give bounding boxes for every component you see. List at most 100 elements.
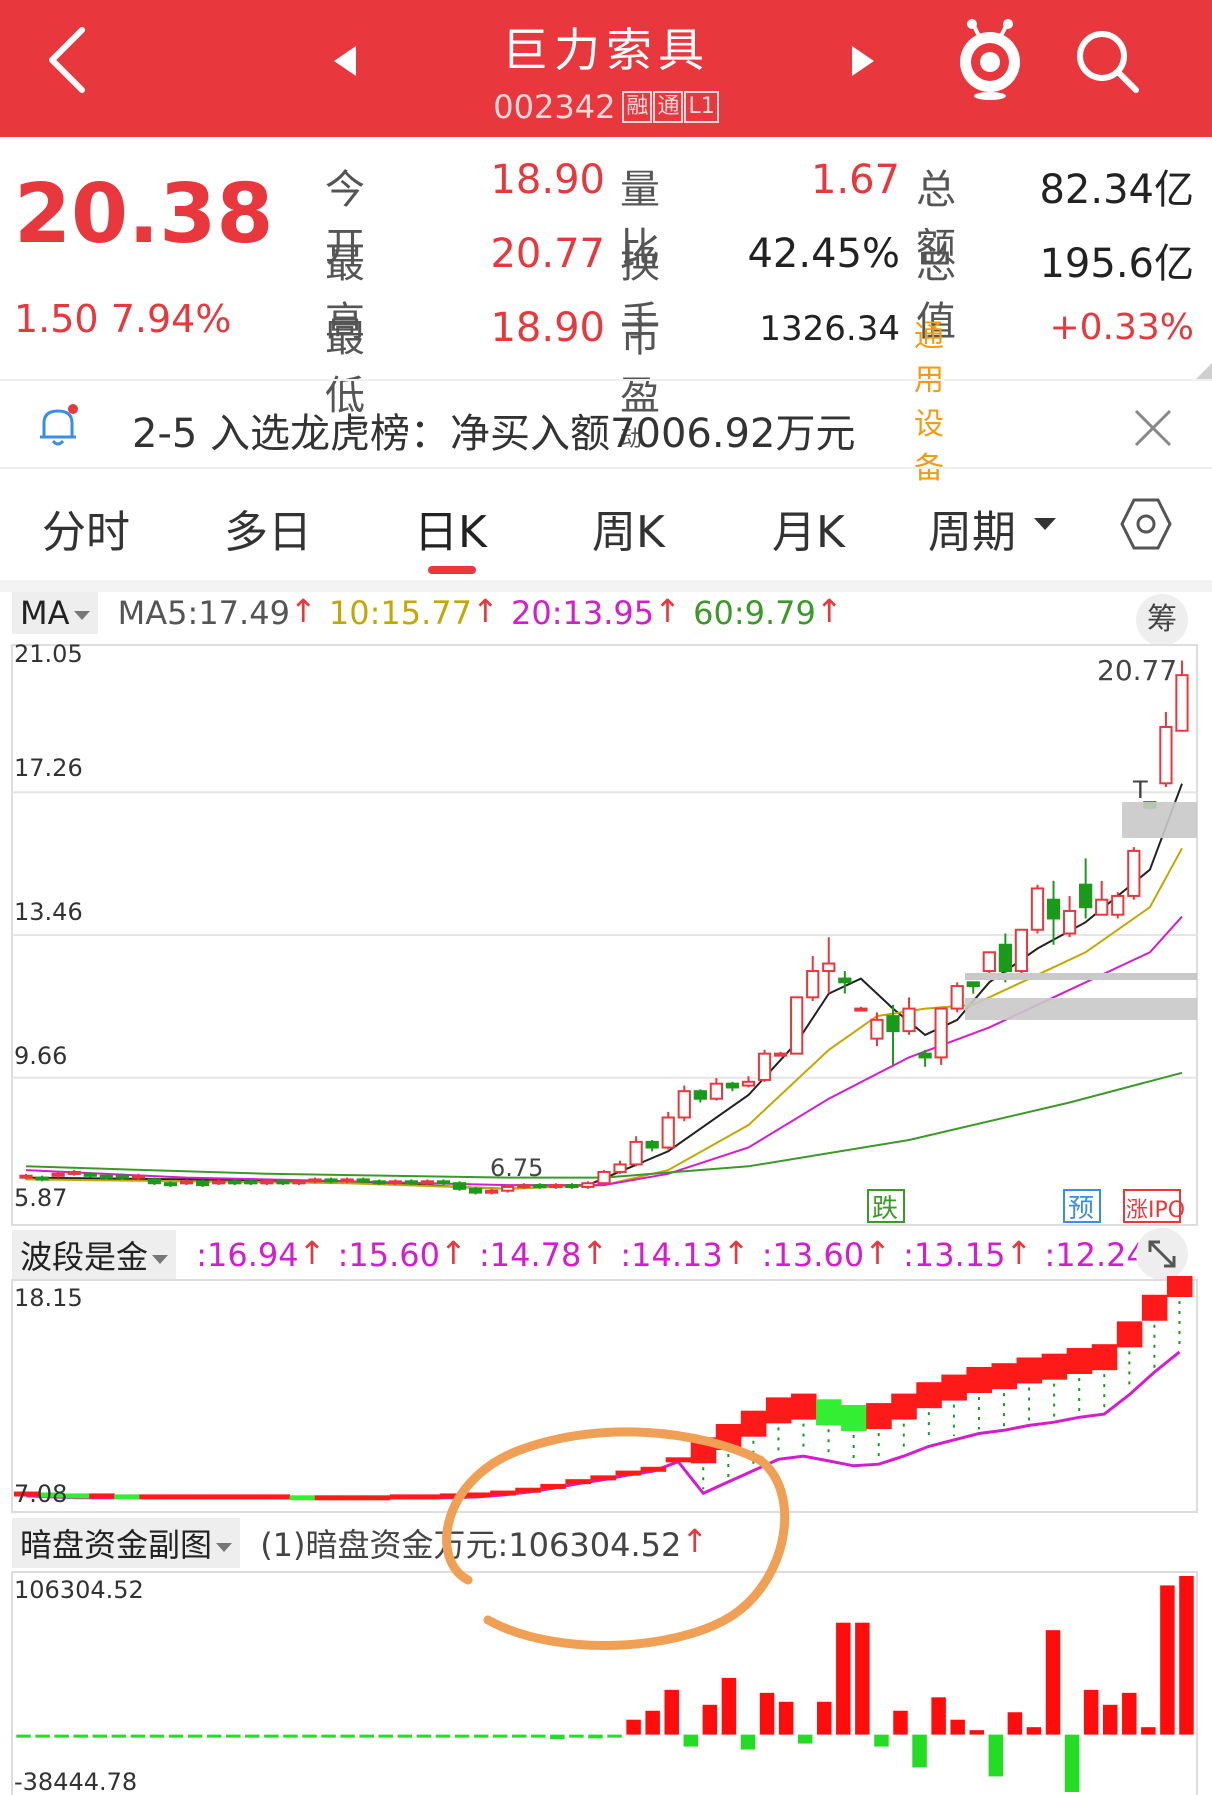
dark-fund-bars xyxy=(16,1576,1194,1792)
prev-stock-icon[interactable] xyxy=(330,44,360,78)
candle xyxy=(517,1184,531,1189)
amount-label: 总额 xyxy=(916,167,956,271)
candle xyxy=(468,1187,483,1194)
candle xyxy=(934,1007,948,1059)
dark-fund-bar xyxy=(664,1689,679,1735)
up-arrow-icon: ↑ xyxy=(722,1234,750,1272)
candle xyxy=(115,1174,129,1179)
candle xyxy=(1014,928,1029,973)
wave-value-1: :16.94 xyxy=(196,1236,299,1274)
dark-fund-bar xyxy=(206,1734,222,1738)
back-icon[interactable] xyxy=(38,20,98,100)
dark-fund-bar xyxy=(797,1734,813,1744)
kline-chart[interactable]: 21.05 17.26 13.46 9.66 5.87 20.77 6.75 T… xyxy=(0,640,1212,1230)
up-arrow-icon: ↑ xyxy=(289,592,317,630)
dark-fund-bar xyxy=(92,1734,108,1738)
dark-fund-chart[interactable]: 106304.52 -38444.78 xyxy=(0,1568,1212,1795)
t-marker: T xyxy=(1132,776,1148,804)
candle xyxy=(693,1090,707,1100)
wave-block xyxy=(440,1493,466,1499)
candle xyxy=(709,1082,724,1100)
ma-selector[interactable]: MA xyxy=(12,592,98,634)
candle xyxy=(196,1180,210,1187)
tab-multiday[interactable]: 多日 xyxy=(224,507,312,558)
candle xyxy=(388,1180,402,1185)
notice-text: 2-5 入选龙虎榜：净买入额7006.92万元 xyxy=(132,411,856,457)
quote-expand-corner[interactable] xyxy=(1196,363,1212,379)
candle xyxy=(404,1180,418,1185)
dark-fund-bar xyxy=(435,1734,451,1738)
tab-daily-k[interactable]: 日K xyxy=(414,507,487,558)
candle xyxy=(276,1180,290,1185)
dark-fund-bar xyxy=(626,1719,641,1735)
candle xyxy=(372,1180,386,1185)
candle xyxy=(1159,725,1173,785)
close-icon[interactable] xyxy=(1130,405,1176,451)
y-tick-9.66: 9.66 xyxy=(14,1042,67,1070)
candle xyxy=(1127,849,1141,897)
candle xyxy=(35,1176,49,1181)
up-arrow-icon: ↑ xyxy=(472,592,499,630)
candle xyxy=(1175,674,1189,732)
wave-chart[interactable]: 18.15 7.08 xyxy=(0,1276,1212,1516)
dark-fund-bar xyxy=(416,1734,432,1738)
forecast-marker[interactable]: 预 xyxy=(1068,1194,1094,1224)
candle xyxy=(854,1007,868,1012)
fall-marker[interactable]: 跌 xyxy=(872,1194,898,1224)
app-header: 巨力索具 002342 融通 L1 xyxy=(0,0,1212,137)
ma-selector-label: MA xyxy=(20,594,70,632)
wave-block xyxy=(364,1495,391,1501)
candle xyxy=(966,981,980,988)
up-arrow-icon: ↑ xyxy=(581,1234,609,1272)
search-icon[interactable] xyxy=(1072,26,1142,96)
expand-icon[interactable] xyxy=(1136,1228,1188,1280)
tab-weekly-k[interactable]: 周K xyxy=(592,507,665,558)
dark-fund-bar xyxy=(378,1734,394,1738)
wave-block xyxy=(139,1494,165,1500)
candle xyxy=(452,1182,467,1190)
candle xyxy=(773,1052,788,1057)
support-zone xyxy=(965,998,1197,1020)
dark-fund-bar xyxy=(836,1622,851,1735)
candle xyxy=(67,1170,81,1175)
ma20-value: 20:13.95 xyxy=(511,594,655,632)
limit-up-marker[interactable]: 涨IPO xyxy=(1126,1198,1185,1223)
dark-fund-bar xyxy=(645,1710,660,1735)
kline-grid xyxy=(12,791,1197,1079)
limit-up-marker-box[interactable] xyxy=(1123,1189,1181,1223)
dark-fund-bar xyxy=(569,1734,584,1738)
dark-fund-selector[interactable]: 暗盘资金副图 xyxy=(12,1518,241,1568)
tab-period[interactable]: 周期 xyxy=(928,507,1016,558)
chip-distribution-button[interactable]: 筹 xyxy=(1136,594,1188,646)
wave-block xyxy=(991,1363,1018,1390)
dark-fund-bar xyxy=(245,1734,260,1738)
period-dropdown-arrow-icon[interactable] xyxy=(1034,518,1056,530)
fall-marker-box[interactable] xyxy=(867,1189,905,1223)
candle xyxy=(1095,898,1109,916)
tab-intraday[interactable]: 分时 xyxy=(42,507,130,558)
wave-block xyxy=(515,1487,541,1493)
settings-hexagon-icon[interactable] xyxy=(1118,496,1174,552)
notice-bar[interactable]: 2-5 入选龙虎榜：净买入额7006.92万元 xyxy=(0,379,1212,469)
wave-block xyxy=(339,1495,366,1501)
candle xyxy=(163,1182,178,1187)
ma5-line xyxy=(25,783,1183,1190)
dark-fund-bar xyxy=(1122,1692,1137,1735)
tab-monthly-k[interactable]: 月K xyxy=(772,507,845,558)
wave-block xyxy=(665,1457,692,1463)
caret-down-icon xyxy=(216,1542,233,1552)
wave-block xyxy=(189,1494,216,1500)
candle xyxy=(260,1180,274,1185)
robot-assistant-icon[interactable] xyxy=(952,16,1028,100)
dark-fund-bar xyxy=(588,1734,603,1739)
wave-block xyxy=(1041,1353,1068,1380)
dark-fund-bar xyxy=(1026,1727,1042,1735)
next-stock-icon[interactable] xyxy=(848,44,878,78)
change-percent: 7.94% xyxy=(110,297,232,341)
wave-block xyxy=(465,1492,491,1498)
candle xyxy=(918,1052,932,1059)
wave-selector[interactable]: 波段是金 xyxy=(12,1230,177,1280)
forecast-marker-box[interactable] xyxy=(1063,1189,1101,1223)
caret-down-icon xyxy=(152,1254,169,1264)
wave-block xyxy=(14,1491,40,1497)
